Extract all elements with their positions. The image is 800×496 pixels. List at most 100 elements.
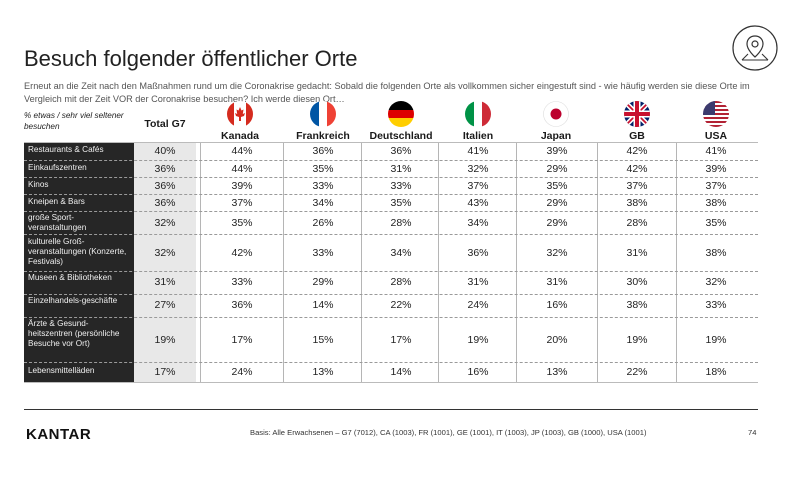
table-cell: 29% bbox=[546, 217, 568, 229]
row-label-lebensmittel: Lebensmittelläden bbox=[28, 366, 95, 375]
table-cell: 39% bbox=[546, 145, 568, 157]
table-cell: 38% bbox=[626, 299, 648, 311]
uk-flag-icon bbox=[624, 101, 650, 127]
row-labels-panel bbox=[24, 142, 134, 382]
table-cell: 15% bbox=[312, 334, 334, 346]
row-label-einkaufszentren: Einkaufszentren bbox=[28, 163, 87, 172]
table-cell: 33% bbox=[231, 276, 253, 288]
row-label-kulturveranstaltungen: kulturelle Groß-veranstaltungen (Konzert… bbox=[28, 237, 127, 266]
row-divider bbox=[24, 177, 758, 178]
column-header-frankreich: Frankreich bbox=[296, 130, 350, 142]
column-header-kanada: Kanada bbox=[221, 130, 259, 142]
table-cell: 41% bbox=[705, 145, 727, 157]
table-cell: 30% bbox=[626, 276, 648, 288]
kantar-logo: KANTAR bbox=[26, 426, 92, 443]
table-cell: 44% bbox=[231, 163, 253, 175]
row-divider bbox=[24, 294, 758, 295]
footer-divider bbox=[24, 409, 758, 410]
row-label-sportveranstaltungen: große Sport-veranstaltungen bbox=[28, 213, 87, 232]
page-number: 74 bbox=[748, 428, 757, 437]
row-label-museen: Museen & Bibliotheken bbox=[28, 273, 112, 282]
page-title: Besuch folgender öffentlicher Orte bbox=[24, 46, 358, 71]
question-text: Erneut an die Zeit nach den Maßnahmen ru… bbox=[24, 81, 750, 104]
column-divider bbox=[200, 142, 201, 382]
table-cell: 14% bbox=[312, 299, 334, 311]
table-cell: 31% bbox=[390, 163, 412, 175]
column-header-usa: USA bbox=[704, 130, 728, 142]
column-divider bbox=[676, 142, 677, 382]
row-divider bbox=[24, 382, 758, 383]
table-cell: 17% bbox=[231, 334, 253, 346]
table-cell: 36% bbox=[154, 180, 176, 192]
row-label-restaurants: Restaurants & Cafés bbox=[28, 145, 104, 154]
table-cell: 13% bbox=[312, 366, 334, 378]
table-cell: 42% bbox=[626, 163, 648, 175]
table-cell: 14% bbox=[390, 366, 412, 378]
total-column-header: Total G7 bbox=[144, 118, 186, 130]
column-divider bbox=[597, 142, 598, 382]
row-divider bbox=[24, 160, 758, 161]
table-cell: 34% bbox=[467, 217, 489, 229]
column-header-japan: Japan bbox=[540, 130, 572, 142]
table-cell: 32% bbox=[546, 247, 568, 259]
japan-flag-icon bbox=[543, 101, 569, 127]
table-cell: 34% bbox=[312, 197, 334, 209]
table-cell: 38% bbox=[626, 197, 648, 209]
table-cell: 24% bbox=[467, 299, 489, 311]
italy-flag-icon bbox=[465, 101, 491, 127]
france-flag-icon bbox=[310, 101, 336, 127]
total-column-band bbox=[134, 142, 196, 382]
table-cell: 33% bbox=[312, 180, 334, 192]
table-cell: 31% bbox=[626, 247, 648, 259]
canada-flag-icon bbox=[227, 101, 253, 127]
table-cell: 28% bbox=[390, 217, 412, 229]
table-cell: 37% bbox=[467, 180, 489, 192]
table-cell: 37% bbox=[626, 180, 648, 192]
row-label-header: % etwas / sehr viel seltener besuchen bbox=[24, 111, 124, 131]
table-cell: 35% bbox=[546, 180, 568, 192]
table-cell: 19% bbox=[626, 334, 648, 346]
table-cell: 36% bbox=[312, 145, 334, 157]
table-cell: 19% bbox=[705, 334, 727, 346]
table-cell: 13% bbox=[546, 366, 568, 378]
row-divider bbox=[24, 234, 758, 235]
table-cell: 19% bbox=[154, 334, 176, 346]
row-label-kinos: Kinos bbox=[28, 180, 49, 189]
table-cell: 41% bbox=[467, 145, 489, 157]
table-cell: 36% bbox=[231, 299, 253, 311]
table-cell: 33% bbox=[390, 180, 412, 192]
row-label-aerzte: Ärzte & Gesund-heitszentren (persönliche… bbox=[28, 319, 120, 348]
column-divider bbox=[283, 142, 284, 382]
table-cell: 36% bbox=[154, 197, 176, 209]
table-cell: 28% bbox=[390, 276, 412, 288]
table-cell: 24% bbox=[231, 366, 253, 378]
usa-flag-icon bbox=[703, 101, 729, 127]
table-cell: 16% bbox=[546, 299, 568, 311]
basis-note: Basis: Alle Erwachsenen – G7 (7012), CA … bbox=[250, 428, 647, 437]
germany-flag-icon bbox=[388, 101, 414, 127]
table-cell: 42% bbox=[231, 247, 253, 259]
table-cell: 36% bbox=[467, 247, 489, 259]
column-divider bbox=[438, 142, 439, 382]
table-cell: 16% bbox=[467, 366, 489, 378]
column-header-italien: Italien bbox=[462, 130, 494, 142]
table-cell: 33% bbox=[705, 299, 727, 311]
column-header-deutschland: Deutschland bbox=[369, 130, 433, 142]
table-cell: 19% bbox=[467, 334, 489, 346]
row-divider bbox=[24, 194, 758, 195]
table-cell: 33% bbox=[312, 247, 334, 259]
table-cell: 43% bbox=[467, 197, 489, 209]
table-cell: 35% bbox=[705, 217, 727, 229]
table-cell: 29% bbox=[546, 197, 568, 209]
table-cell: 35% bbox=[390, 197, 412, 209]
table-cell: 31% bbox=[546, 276, 568, 288]
row-divider bbox=[24, 317, 758, 318]
table-cell: 40% bbox=[154, 145, 176, 157]
table-cell: 35% bbox=[312, 163, 334, 175]
column-divider bbox=[516, 142, 517, 382]
row-divider bbox=[24, 362, 758, 363]
location-pin-icon bbox=[732, 25, 778, 71]
table-cell: 38% bbox=[705, 197, 727, 209]
column-divider bbox=[361, 142, 362, 382]
table-cell: 17% bbox=[390, 334, 412, 346]
